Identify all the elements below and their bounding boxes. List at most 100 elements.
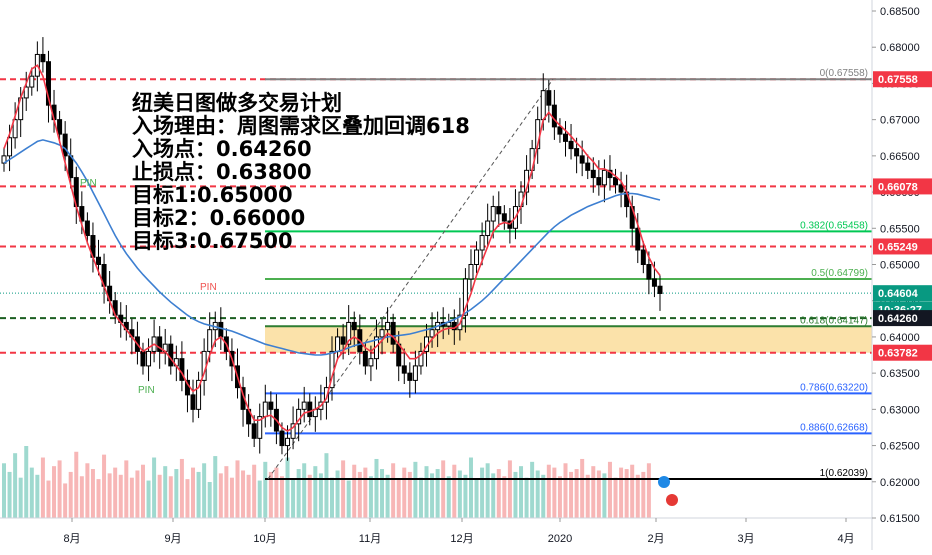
candle-body: [574, 148, 580, 157]
candle-body: [340, 336, 346, 345]
price-axis[interactable]: 0.685000.680000.675000.670000.665000.660…: [871, 0, 932, 550]
y-tick-label: 0.63000: [880, 404, 920, 416]
candle-body: [57, 119, 63, 135]
volume-bar: [441, 460, 446, 518]
volume-bar: [302, 463, 307, 518]
volume-bar: [168, 476, 173, 518]
candle-body: [468, 264, 474, 280]
x-tick-label: 2020: [548, 533, 572, 545]
volume-bar: [96, 479, 101, 518]
volume-bar: [29, 467, 34, 518]
candle-body: [462, 278, 468, 316]
candle-body: [157, 336, 163, 352]
y-tick-label: 0.63500: [880, 368, 920, 380]
price-tag[interactable]: [873, 178, 932, 195]
volume-bar: [557, 476, 562, 518]
candle-body: [618, 184, 624, 193]
candle-body: [562, 133, 568, 142]
volume-bar: [591, 466, 596, 518]
y-tick-label: 0.61500: [880, 513, 920, 525]
volume-bar: [507, 460, 512, 518]
volume-bar: [291, 479, 296, 518]
fibonacci-retracement[interactable]: 0(0.67558) 0.382(0.65458) 0.5(0.64799) 0.61…: [265, 68, 872, 480]
volume-bar: [430, 473, 435, 518]
price-tag[interactable]: [873, 310, 932, 327]
x-tick-label: 12月: [450, 533, 473, 545]
volume-bar: [124, 460, 129, 518]
candle-body: [285, 437, 291, 447]
candlesticks: [1, 37, 663, 461]
price-tag[interactable]: [873, 238, 932, 255]
price-tag-label: 0.65249: [878, 241, 918, 253]
volume-bar: [52, 466, 57, 518]
x-axis: 8月 9月 10月 11月 12月 2020 2月 3月 4月: [0, 517, 872, 545]
candle-body: [12, 119, 18, 139]
volume-bar: [13, 453, 18, 518]
candle-body: [168, 343, 174, 367]
candle-body: [79, 206, 85, 222]
candle-body: [418, 350, 424, 367]
volume-bar: [552, 467, 557, 518]
candle-body: [474, 249, 480, 265]
pin-label: PIN: [138, 385, 155, 396]
x-tick-label: 10月: [253, 533, 276, 545]
price-tag-label: 0.66078: [878, 181, 918, 193]
volume-bar: [113, 467, 118, 518]
volume-bar: [163, 466, 168, 518]
candle-body: [23, 86, 29, 99]
volume-bar: [307, 474, 312, 518]
candle-body: [307, 401, 313, 418]
candle-body: [490, 206, 496, 222]
candle-body: [7, 137, 13, 157]
trade-plan-notes: 纽美日图做多交易计划 入场理由：周图需求区叠加回调618 入场点：0.64260…: [132, 92, 470, 253]
volume-bar: [85, 463, 90, 518]
candle-body: [601, 169, 607, 186]
candle-body: [29, 75, 35, 88]
note-target-1: 目标1:0.65000: [132, 183, 293, 207]
volume-bar: [452, 464, 457, 518]
volume-bar: [446, 476, 451, 518]
volume-bar: [135, 470, 140, 518]
volume-bar: [635, 474, 640, 518]
pin-label: PIN: [200, 282, 217, 293]
volume-bar: [18, 477, 23, 518]
fib-trend-line[interactable]: [267, 78, 554, 480]
candle-body: [1, 155, 7, 164]
note-entry: 入场点：0.64260: [132, 137, 312, 161]
volume-bar: [374, 458, 379, 518]
volume-bar: [102, 454, 107, 518]
volume-bar: [524, 477, 529, 518]
volume-bar: [68, 471, 73, 518]
volume-bar: [574, 469, 579, 518]
volume-bar: [485, 463, 490, 518]
candle-body: [196, 379, 202, 410]
price-tag-label: 0.64260: [878, 313, 918, 325]
volume-bar: [468, 457, 473, 518]
candle-body: [651, 278, 657, 287]
volume-bar: [313, 466, 318, 518]
volume-bar: [330, 477, 334, 518]
volume-bar: [396, 479, 401, 518]
candle-body: [84, 220, 90, 237]
x-tick-label: 8月: [63, 533, 80, 545]
candle-body: [140, 350, 146, 367]
volume-bar: [630, 464, 635, 518]
volume-bar: [296, 469, 301, 518]
volume-bar: [268, 471, 273, 518]
candle-body: [590, 169, 596, 179]
note-target-2: 目标2：0.66000: [132, 206, 306, 230]
volume-bar: [174, 469, 179, 518]
price-tag[interactable]: [873, 71, 932, 88]
price-tag[interactable]: [873, 344, 932, 361]
volume-bar: [413, 461, 418, 518]
candle-body: [557, 126, 563, 135]
candle-body: [385, 321, 391, 331]
candle-body: [368, 358, 374, 367]
volume-bar: [7, 471, 12, 518]
candle-body: [323, 387, 329, 403]
slow-moving-average-line: [3, 139, 661, 356]
price-tag[interactable]: [873, 285, 932, 302]
candle-body: [207, 329, 213, 352]
